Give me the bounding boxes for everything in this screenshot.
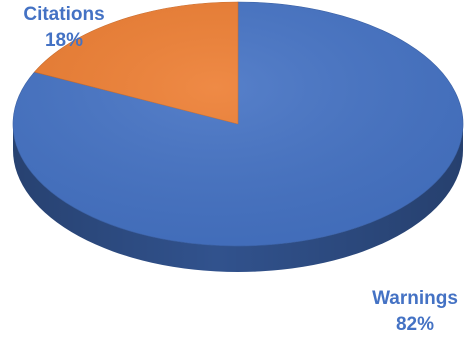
data-label-name-citations: Citations — [23, 4, 104, 25]
pie-top-sheen — [13, 2, 463, 246]
data-label-value-citations: 18% — [45, 30, 83, 51]
labels-layer: Warnings 82% Citations 18% — [23, 4, 458, 335]
data-label-value-warnings: 82% — [396, 314, 434, 335]
slice-side-shade-warnings — [13, 124, 463, 272]
data-label-name-warnings: Warnings — [372, 288, 458, 309]
slices-layer — [12, 1, 464, 272]
